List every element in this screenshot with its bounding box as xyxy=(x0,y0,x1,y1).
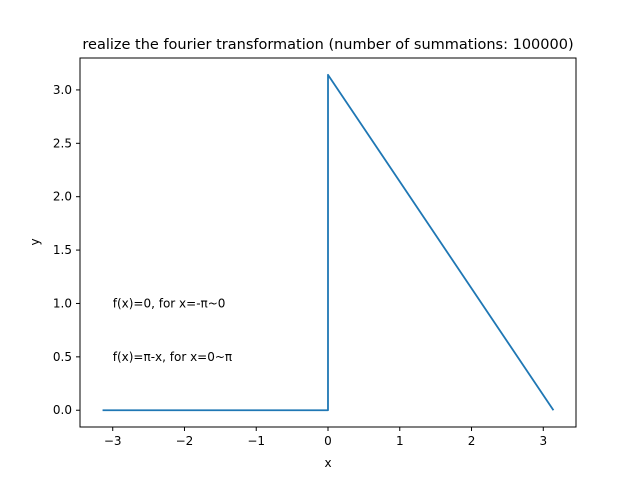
x-tick-label: −2 xyxy=(176,434,194,448)
y-tick-label: 0.5 xyxy=(53,350,72,364)
axes-frame xyxy=(79,57,577,428)
y-tick-label: 3.0 xyxy=(53,83,72,97)
annotation-text: f(x)=0, for x=-π~0 xyxy=(113,296,226,310)
x-tick-label: −1 xyxy=(247,434,265,448)
x-tick-label: 3 xyxy=(539,434,547,448)
annotation-text: f(x)=π-x, for x=0~π xyxy=(113,350,232,364)
y-tick-label: 1.0 xyxy=(53,296,72,310)
x-axis-ticks: −3 −2 −1 0 1 2 3 xyxy=(104,427,547,448)
y-tick-label: 1.5 xyxy=(53,243,72,257)
x-tick-label: 1 xyxy=(396,434,404,448)
y-tick-label: 2.0 xyxy=(53,190,72,204)
y-tick-label: 2.5 xyxy=(53,136,72,150)
x-tick-label: 0 xyxy=(324,434,332,448)
y-tick-label: 0.0 xyxy=(53,403,72,417)
y-axis-ticks: 0.0 0.5 1.0 1.5 2.0 2.5 3.0 xyxy=(53,83,80,417)
x-tick-label: 2 xyxy=(468,434,476,448)
x-axis-label: x xyxy=(324,456,331,470)
x-tick-label: −3 xyxy=(104,434,122,448)
chart-title: realize the fourier transformation (numb… xyxy=(82,37,573,53)
y-axis-label: y xyxy=(28,238,42,245)
series-line-0 xyxy=(102,73,555,412)
plot-area xyxy=(102,73,555,412)
annotations: f(x)=0, for x=-π~0 f(x)=π-x, for x=0~π xyxy=(113,296,232,363)
